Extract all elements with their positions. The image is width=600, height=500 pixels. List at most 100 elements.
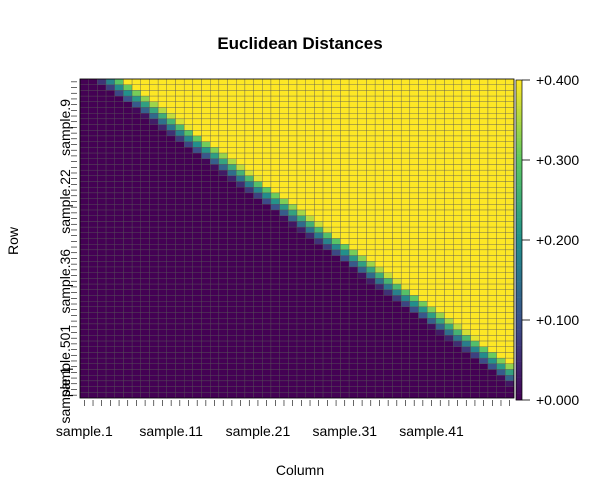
heatmap-cell xyxy=(157,164,167,171)
heatmap-cell xyxy=(374,329,384,336)
heatmap-cell xyxy=(192,249,202,256)
heatmap-cell xyxy=(218,300,228,308)
heatmap-cell xyxy=(175,244,185,251)
heatmap-cell xyxy=(496,90,506,97)
heatmap-cell xyxy=(505,363,515,370)
heatmap-cell xyxy=(470,95,480,102)
heatmap-cell xyxy=(227,352,237,359)
heatmap-cell xyxy=(427,340,437,347)
heatmap-cell xyxy=(331,249,341,256)
heatmap-cell xyxy=(348,118,358,125)
heatmap-cell xyxy=(114,192,124,199)
heatmap-cell xyxy=(270,164,280,171)
heatmap-cell xyxy=(374,78,384,85)
heatmap-cell xyxy=(227,118,237,125)
heatmap-cell xyxy=(479,266,489,273)
heatmap-cell xyxy=(479,107,489,114)
heatmap-cell xyxy=(97,335,107,342)
heatmap-cell xyxy=(374,232,384,239)
heatmap-cell xyxy=(183,181,194,188)
heatmap-cell xyxy=(340,238,350,245)
heatmap-cell xyxy=(244,198,254,205)
heatmap-cell xyxy=(322,261,332,268)
heatmap-cell xyxy=(236,249,246,256)
colorbar-tick-label: +0.300 xyxy=(536,152,579,168)
heatmap-cell xyxy=(400,226,411,233)
heatmap-cell xyxy=(244,130,254,137)
heatmap-cell xyxy=(262,238,272,245)
heatmap-cell xyxy=(210,278,220,285)
heatmap-cell xyxy=(505,278,515,285)
heatmap-cell xyxy=(427,289,437,296)
heatmap-cell xyxy=(357,306,367,313)
heatmap-cell xyxy=(218,78,228,85)
heatmap-cell xyxy=(374,283,384,290)
heatmap-cell xyxy=(314,340,324,347)
heatmap-cell xyxy=(105,392,115,399)
heatmap-cell xyxy=(88,261,98,268)
heatmap-cell xyxy=(140,141,150,148)
heatmap-cell xyxy=(331,90,341,97)
heatmap-cell xyxy=(400,289,411,296)
heatmap-cell xyxy=(340,289,350,296)
heatmap-cell xyxy=(357,329,367,336)
heatmap-cell xyxy=(461,244,471,251)
heatmap-cell xyxy=(400,238,411,245)
heatmap-cell xyxy=(479,289,489,296)
heatmap-cell xyxy=(131,318,141,325)
heatmap-cell xyxy=(236,340,246,347)
heatmap-cell xyxy=(210,226,220,233)
heatmap-cell xyxy=(114,369,124,376)
colorbar-step xyxy=(516,252,522,257)
heatmap-cell xyxy=(348,261,358,268)
heatmap-cell xyxy=(140,118,150,125)
colorbar-step xyxy=(516,214,522,218)
heatmap-cell xyxy=(140,84,150,91)
heatmap-cell xyxy=(409,375,419,382)
heatmap-cell xyxy=(435,266,445,273)
heatmap-cell xyxy=(175,340,185,347)
heatmap-cell xyxy=(270,152,280,159)
heatmap-cell xyxy=(88,255,98,262)
heatmap-cell xyxy=(470,204,480,211)
heatmap-cell xyxy=(444,357,454,365)
heatmap-cell xyxy=(374,221,384,228)
colorbar-step xyxy=(516,387,522,391)
heatmap-cell xyxy=(288,300,298,308)
heatmap-cell xyxy=(496,78,506,85)
heatmap-cell xyxy=(131,141,141,148)
heatmap-cell xyxy=(175,215,185,222)
heatmap-cell xyxy=(296,192,306,199)
heatmap-cell xyxy=(192,340,202,347)
heatmap-cell xyxy=(453,158,463,165)
heatmap-cell xyxy=(496,323,506,330)
heatmap-cell xyxy=(322,380,332,387)
heatmap-cell xyxy=(427,249,437,256)
heatmap-cell xyxy=(357,107,367,114)
heatmap-cell xyxy=(288,283,298,290)
colorbar-step xyxy=(516,320,522,324)
heatmap-cell xyxy=(183,78,194,85)
colorbar-step xyxy=(516,131,522,135)
heatmap-cell xyxy=(253,101,263,108)
heatmap-cell xyxy=(166,375,176,382)
heatmap-cell xyxy=(400,386,411,393)
heatmap-cell xyxy=(210,244,220,251)
heatmap-cell xyxy=(183,289,194,296)
heatmap-cell xyxy=(314,113,324,120)
heatmap-cell xyxy=(210,357,220,365)
heatmap-cell xyxy=(340,209,350,216)
heatmap-cell xyxy=(392,232,402,239)
heatmap-cell xyxy=(418,329,428,336)
heatmap-cell xyxy=(314,244,324,251)
heatmap-cell xyxy=(348,323,358,330)
heatmap-cell xyxy=(201,261,211,268)
heatmap-cell xyxy=(270,249,280,256)
heatmap-cell xyxy=(262,329,272,336)
heatmap-cell xyxy=(123,312,133,319)
heatmap-cell xyxy=(270,335,280,342)
heatmap-cell xyxy=(192,329,202,336)
heatmap-cell xyxy=(175,164,185,171)
heatmap-cell xyxy=(366,101,376,108)
heatmap-cell xyxy=(479,232,489,239)
